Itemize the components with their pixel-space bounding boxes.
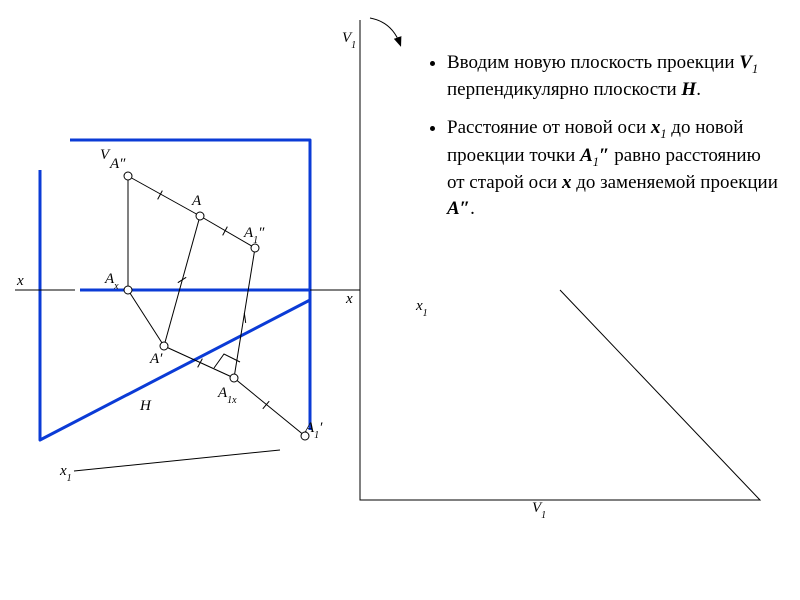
plane-label-H: H: [139, 398, 152, 414]
point-A1x: [230, 374, 238, 382]
label-A'': A″: [109, 156, 126, 172]
plane-label-V1: V1: [532, 500, 546, 521]
tick-marks: [128, 191, 269, 409]
axis-label-x1: x1: [59, 463, 72, 484]
point-A': [160, 342, 168, 350]
line-A'-A1x: [164, 346, 234, 378]
point-A'': [124, 172, 132, 180]
line-A-A': [164, 216, 200, 346]
axis-label-x: x: [345, 291, 353, 307]
blue-planes: [40, 140, 310, 440]
connector-lines: [128, 176, 305, 436]
rotation-arrow: [370, 18, 400, 44]
bullet-0: Вводим новую плоскость проекции V1 перпе…: [447, 50, 780, 103]
text-column: Вводим новую плоскость проекции V1 перпе…: [425, 50, 780, 233]
label-A': A′: [149, 351, 163, 367]
plane-label-V1: V1: [342, 30, 356, 51]
label-Ax: Ax: [104, 271, 119, 292]
line-A''-A: [128, 176, 200, 216]
points: [124, 172, 309, 440]
axis-label-x: x: [16, 273, 24, 289]
bullet-1: Расстояние от новой оси x1 до новой прое…: [447, 115, 780, 221]
tick-mark: [244, 313, 245, 323]
line-Ax-A': [128, 290, 164, 346]
label-A1x: A1x: [217, 385, 237, 406]
point-Ax: [124, 286, 132, 294]
axis-label-x1: x1: [415, 298, 428, 319]
axes: [15, 290, 360, 471]
bullet-list: Вводим новую плоскость проекции V1 перпе…: [425, 50, 780, 221]
point-A: [196, 212, 204, 220]
line-A1x-A1': [234, 378, 305, 436]
slide: A″AA1″AxA′A1xA1′VV1HV1xxx1x1 Вводим нову…: [0, 0, 800, 600]
label-A: A: [191, 193, 202, 209]
rotation-arrow-icon: [370, 18, 400, 44]
line-A1''-A1x: [234, 248, 255, 378]
